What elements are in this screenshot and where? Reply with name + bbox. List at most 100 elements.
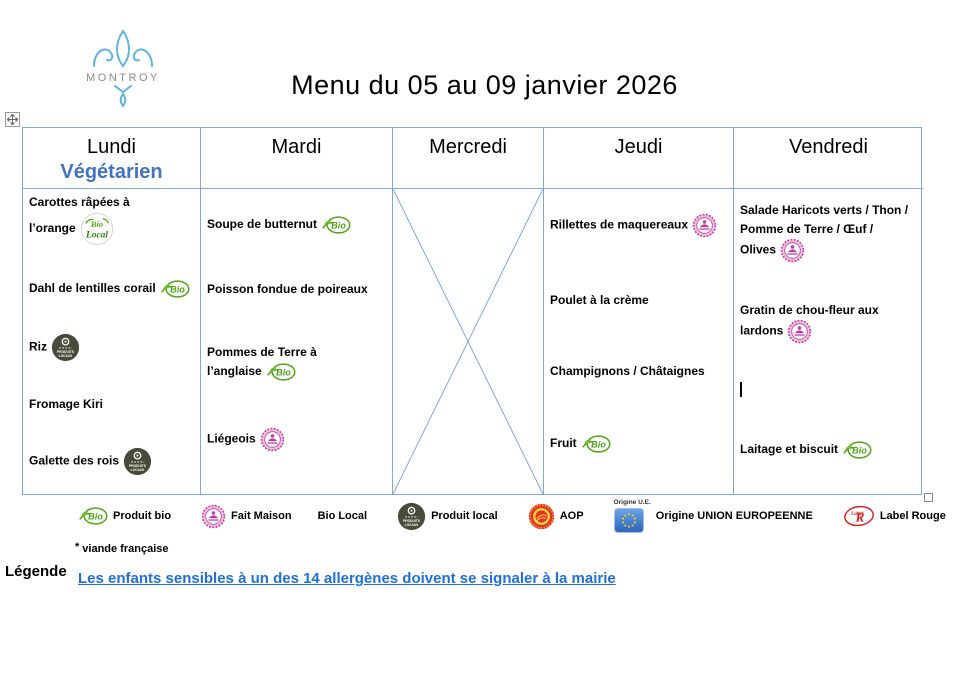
fait-maison-icon (692, 213, 717, 238)
svg-text:Label: Label (850, 511, 864, 517)
fait-maison-icon (260, 427, 285, 452)
menu-item-text: Liégeois (207, 431, 256, 446)
day-cell-mercredi[interactable] (393, 189, 544, 494)
menu-item-text: Laitage et biscuit (740, 442, 839, 457)
day-cell-mardi[interactable]: Soupe de butternut Bio Poisson fondue de … (201, 189, 393, 494)
menu-table: Lundi Végétarien Mardi Mercredi Jeudi Vendred… (22, 127, 923, 495)
day-header-mardi[interactable]: Mardi (201, 128, 393, 189)
menu-item: Champignons / Châtaignes (550, 362, 729, 381)
menu-item: Rillettes de maquereaux (550, 213, 729, 238)
legend-item-bio-local: Bio Local (318, 510, 368, 522)
footnote-text: viande française (82, 543, 169, 555)
aop-icon (528, 503, 555, 530)
legend-item-produit-local: PRODUITS LOCAUX Produit local (393, 502, 498, 531)
day-header-lundi[interactable]: Lundi Végétarien (23, 128, 201, 189)
legend-label: AOP (559, 510, 584, 523)
day-name: Mercredi (429, 136, 507, 158)
svg-text:Local: Local (85, 230, 108, 240)
menu-item: Riz PRODUITS LOCAUX (29, 333, 196, 362)
produits-locaux-icon: PRODUITS LOCAUX (123, 447, 152, 476)
menu-item-text: Salade Haricots verts / Thon / Pomme de … (740, 203, 909, 257)
legend-label: Label Rouge (879, 510, 946, 523)
menu-item: Poisson fondue de poireaux (207, 280, 388, 299)
montroy-logo: MONTROY (82, 26, 164, 110)
bio-icon: Bio (266, 362, 296, 382)
meat-origin-footnote: * viande française (75, 541, 169, 555)
svg-text:LOCAUX: LOCAUX (59, 353, 74, 357)
footnote-marker: * (75, 541, 80, 553)
menu-item-text: Rillettes de maquereaux (550, 217, 689, 232)
day-header-jeudi[interactable]: Jeudi (544, 128, 734, 189)
menu-item-text: Galette des rois (29, 453, 120, 468)
menu-item-text: Fromage Kiri (29, 396, 104, 411)
menu-item: Carottes râpées à l’orange Bio Local (29, 193, 196, 246)
day-name: Mardi (271, 136, 322, 158)
logo-brand-text: MONTROY (86, 72, 160, 84)
legend-label: Produit local (431, 510, 498, 523)
menu-item: Soupe de butternut Bio (207, 215, 388, 235)
legend-label: Produit bio (113, 510, 172, 523)
menu-item: Liégeois (207, 427, 388, 452)
menu-item: Pommes de Terre à l’anglaise Bio (207, 343, 388, 382)
legend-item-fait-maison: Fait Maison (197, 504, 292, 529)
svg-text:Bio: Bio (170, 284, 185, 294)
table-move-handle[interactable] (5, 112, 20, 127)
menu-item: Gratin de chou-fleur aux lardons (740, 301, 919, 345)
day-name: Jeudi (614, 136, 663, 158)
origine-ue-icon: Origine U.E. (613, 499, 651, 533)
table-resize-handle[interactable] (924, 493, 933, 502)
fleur-de-lis-icon: MONTROY (86, 29, 160, 108)
bio-icon: Bio (842, 440, 872, 460)
bio-icon: Bio (160, 279, 190, 299)
page-title: Menu du 05 au 09 janvier 2026 (291, 70, 678, 100)
produits-locaux-icon: PRODUITS LOCAUX (397, 502, 426, 531)
move-arrows-icon (7, 114, 18, 125)
bio-icon: Bio (78, 506, 108, 526)
legend-label: Fait Maison (231, 510, 292, 523)
menu-item: Fromage Kiri (29, 395, 196, 414)
legend-row: Bio Produit bio Fait Maison Bio Local PROD… (74, 499, 954, 533)
svg-text:PRODUITS: PRODUITS (403, 519, 421, 523)
menu-item-text: Pommes de Terre à l’anglaise (207, 345, 317, 379)
svg-text:R: R (854, 510, 864, 525)
menu-item: Galette des rois PRODUITS LOCAUX (29, 447, 196, 476)
allergen-notice-link[interactable]: Les enfants sensibles à un des 14 allerg… (78, 570, 616, 587)
svg-text:PRODUITS: PRODUITS (129, 464, 147, 468)
cross-out-lines (393, 189, 543, 494)
menu-item: Poulet à la crème (550, 291, 729, 310)
svg-text:LOCAUX: LOCAUX (405, 523, 420, 527)
legend-label: Bio Local (317, 510, 368, 523)
day-header-mercredi[interactable]: Mercredi (393, 128, 544, 189)
label-rouge-icon: Label R (843, 504, 875, 528)
day-name: Lundi (87, 136, 136, 158)
menu-item-text: Poulet à la crème (550, 292, 649, 307)
svg-text:Bio: Bio (591, 439, 606, 449)
menu-item-text: Carottes râpées à l’orange (29, 195, 130, 235)
menu-item: Dahl de lentilles corail Bio (29, 279, 196, 299)
menu-item: Laitage et biscuit Bio (740, 440, 919, 460)
day-name: Vendredi (789, 136, 868, 158)
day-header-vendredi[interactable]: Vendredi (734, 128, 923, 189)
fait-maison-icon (787, 319, 812, 344)
menu-item-text: Dahl de lentilles corail (29, 281, 156, 296)
menu-item (740, 381, 919, 403)
day-cell-vendredi[interactable]: Salade Haricots verts / Thon / Pomme de … (734, 189, 923, 494)
day-cell-lundi[interactable]: Carottes râpées à l’orange Bio Local Dahl… (23, 189, 201, 494)
menu-item-text: Champignons / Châtaignes (550, 364, 705, 379)
svg-text:Bio: Bio (852, 445, 867, 455)
legend-item-produit-bio: Bio Produit bio (74, 506, 171, 526)
svg-text:Bio: Bio (276, 367, 291, 377)
bio-local-icon: Bio Local (80, 212, 114, 246)
menu-item-text: Fruit (550, 436, 577, 451)
svg-text:Bio: Bio (331, 220, 346, 230)
legend-label: Origine UNION EUROPEENNE (655, 510, 813, 523)
fait-maison-icon (201, 504, 226, 529)
menu-item-text: Poisson fondue de poireaux (207, 281, 368, 296)
text-cursor (740, 381, 742, 397)
fait-maison-icon (780, 238, 805, 263)
legend-item-label-rouge: Label R Label Rouge (839, 504, 946, 528)
svg-text:PRODUITS: PRODUITS (57, 349, 75, 353)
day-cell-jeudi[interactable]: Rillettes de maquereaux Poulet à la crèm… (544, 189, 734, 494)
legend-item-aop: AOP (524, 503, 584, 530)
